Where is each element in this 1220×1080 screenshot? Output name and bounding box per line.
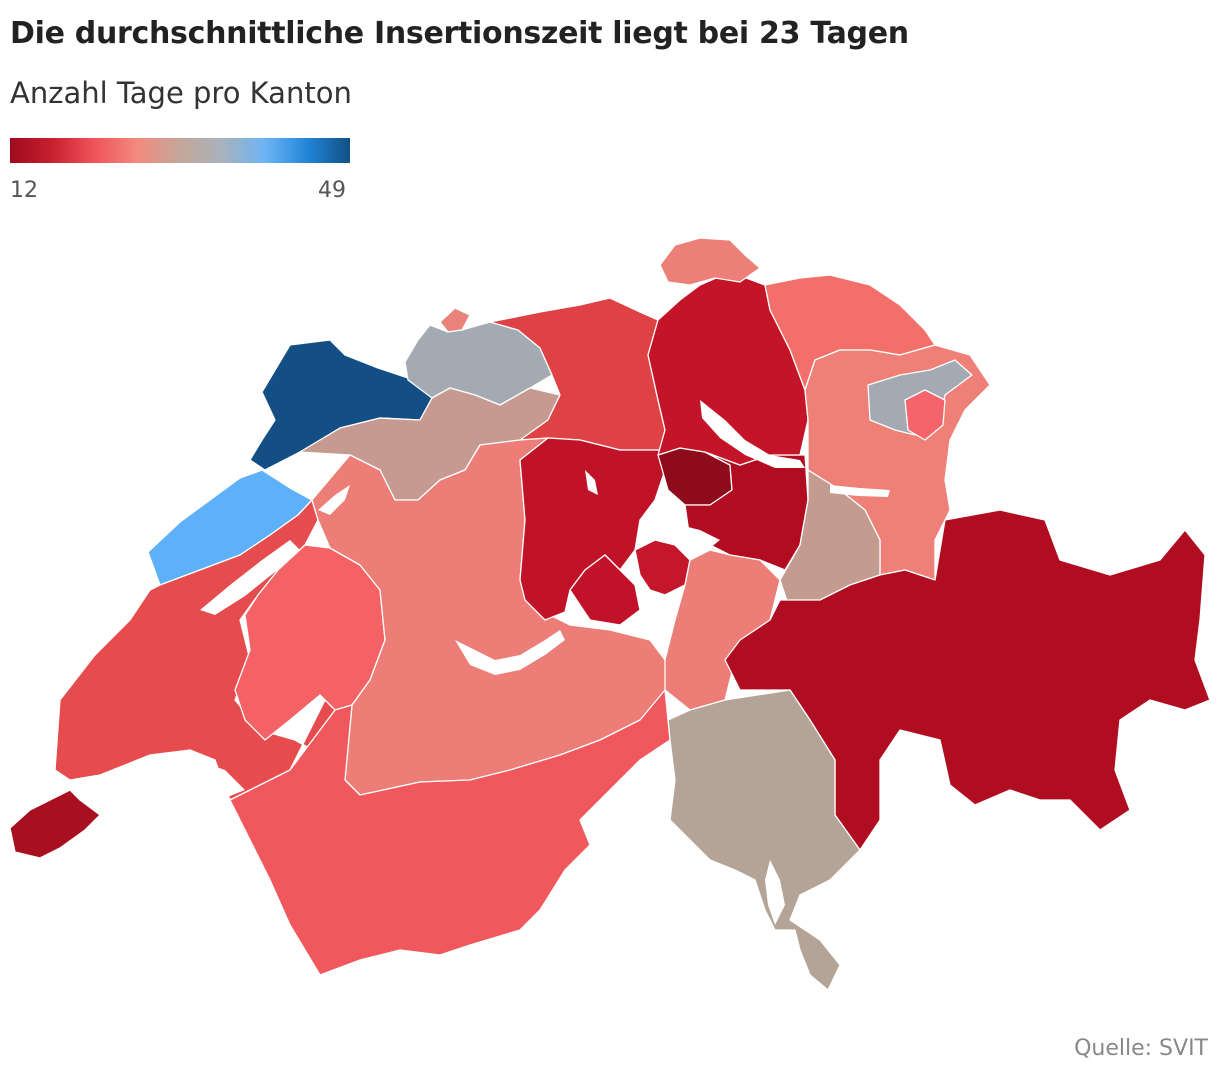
legend-min-label: 12 — [10, 178, 38, 203]
legend-max-label: 49 — [318, 178, 346, 203]
lake-neuchatel — [200, 540, 300, 615]
lake-geneva — [100, 758, 245, 812]
lake-thun-brienz — [455, 630, 565, 675]
canton-BS[interactable] — [439, 307, 471, 333]
lake-sempach — [585, 470, 598, 495]
canton-AI[interactable] — [904, 389, 946, 441]
canton-NW[interactable] — [634, 539, 691, 596]
lake-zurich — [700, 400, 805, 468]
canton-VS[interactable] — [229, 689, 671, 976]
color-legend-bar — [10, 138, 350, 163]
canton-TI[interactable] — [667, 689, 861, 991]
lakes — [100, 400, 890, 925]
canton-SH[interactable] — [659, 237, 761, 286]
chart-title: Die durchschnittliche Insertionszeit lie… — [10, 16, 909, 51]
lake-walen — [830, 485, 890, 497]
lake-lucerne — [640, 515, 720, 552]
chart-subtitle: Anzahl Tage pro Kanton — [10, 76, 352, 110]
lake-maggiore — [765, 860, 785, 925]
canton-OW[interactable] — [569, 554, 641, 626]
lake-biel — [318, 485, 350, 515]
canton-UR[interactable] — [664, 549, 781, 711]
canton-GE[interactable] — [9, 789, 101, 859]
source-note: Quelle: SVIT — [1074, 1036, 1208, 1061]
